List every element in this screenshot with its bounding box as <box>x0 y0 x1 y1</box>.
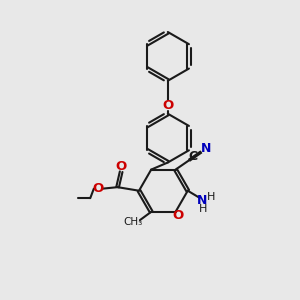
Text: O: O <box>162 99 173 112</box>
Text: O: O <box>92 182 104 195</box>
Text: O: O <box>172 209 184 222</box>
Text: CH₃: CH₃ <box>123 217 142 226</box>
Text: C: C <box>189 150 198 163</box>
Text: O: O <box>116 160 127 173</box>
Text: H: H <box>207 192 215 202</box>
Text: N: N <box>201 142 211 155</box>
Text: H: H <box>199 204 208 214</box>
Text: N: N <box>197 194 207 207</box>
